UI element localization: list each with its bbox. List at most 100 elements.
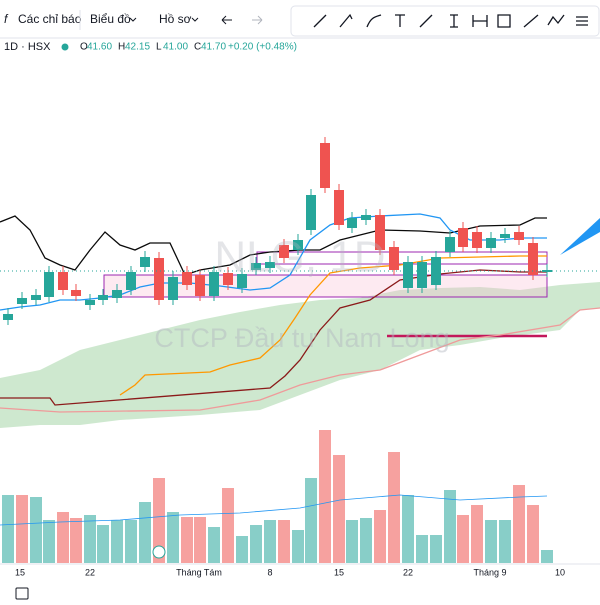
candle-body	[320, 143, 330, 188]
volume-bar	[208, 527, 220, 563]
candle-body	[44, 272, 54, 297]
candle-body	[528, 243, 538, 275]
volume-bar	[139, 502, 151, 563]
volume-bar	[527, 505, 539, 563]
candle-body	[375, 215, 385, 250]
drawing-toolbar	[290, 5, 600, 37]
ohlc-value: 42.15	[125, 42, 150, 53]
undo-button[interactable]	[221, 15, 232, 25]
tool-button[interactable]	[523, 14, 539, 28]
volume-bar	[222, 488, 234, 563]
indicator-line	[0, 269, 547, 406]
volume-bar	[153, 478, 165, 563]
volume-bar	[2, 495, 14, 563]
volume-bar	[57, 512, 69, 563]
candle-body	[486, 238, 496, 248]
tool-button[interactable]	[450, 14, 458, 28]
interval-label: 1D · HSX	[4, 41, 51, 53]
volume-bar	[374, 510, 386, 563]
chevron	[129, 17, 137, 22]
candle-body	[17, 298, 27, 304]
time-label: 10	[555, 567, 565, 577]
candle-body	[237, 274, 247, 288]
ohlc-key: H	[118, 42, 125, 53]
volume-bar	[278, 520, 290, 563]
volume-bar	[388, 452, 400, 563]
volume-bar	[181, 517, 193, 563]
candle-body	[168, 277, 178, 300]
indicator-line	[0, 307, 600, 413]
tool-button[interactable]	[339, 13, 353, 28]
volume-bar	[513, 485, 525, 563]
volume-bar	[30, 497, 42, 563]
tool-button[interactable]	[313, 14, 327, 28]
candle-body	[98, 295, 108, 300]
candle-body	[71, 290, 81, 296]
candle-body	[209, 272, 219, 296]
candle-body	[154, 258, 164, 300]
volume-bar	[305, 478, 317, 563]
chart-button[interactable]: Biểu đồ	[90, 12, 131, 26]
redo-button[interactable]	[252, 15, 263, 25]
tool-button[interactable]	[547, 14, 565, 26]
ohlc-key: C	[194, 42, 201, 53]
candle-body	[182, 272, 192, 285]
profile-button[interactable]: Hồ sơ	[159, 12, 192, 26]
tool-button[interactable]	[395, 14, 405, 27]
watermark-ticker: NLG, 1D	[214, 233, 385, 282]
volume-bar	[125, 520, 137, 563]
volume-bar	[264, 520, 276, 563]
calendar-icon[interactable]	[15, 587, 29, 600]
indicator-line	[119, 255, 547, 396]
candle-body	[361, 215, 371, 220]
candle-body	[542, 270, 552, 272]
plot-area	[0, 137, 600, 563]
candle-body	[140, 257, 150, 267]
volume-bar	[292, 530, 304, 563]
change-value: +0.20 (+0.48%)	[228, 42, 297, 53]
volume-bar	[70, 518, 82, 563]
candle-body	[389, 247, 399, 270]
volume-bar	[236, 536, 248, 563]
event-marker[interactable]	[152, 545, 166, 559]
tool-button[interactable]	[366, 14, 382, 28]
candle-body	[417, 262, 427, 288]
candle-body	[265, 262, 275, 268]
volume-bar	[346, 520, 358, 563]
indicators-button[interactable]: Các chỉ báo	[18, 12, 82, 26]
drawing-tools	[313, 13, 588, 28]
candle-body	[445, 237, 455, 252]
tool-button[interactable]	[576, 16, 588, 26]
candle-body	[293, 240, 303, 250]
volume-bar	[402, 495, 414, 563]
drawing-arrow	[560, 218, 600, 255]
candle-body	[126, 272, 136, 290]
tool-button[interactable]	[419, 14, 433, 28]
watermark-company: CTCP Đầu tư Nam Long	[154, 323, 449, 353]
volume-bar	[43, 520, 55, 563]
candle-body	[458, 228, 468, 247]
time-label: Tháng 9	[473, 567, 506, 577]
time-label: 22	[85, 567, 95, 577]
candle-body	[347, 218, 357, 228]
time-label: 22	[403, 567, 413, 577]
fx-icon[interactable]: f	[4, 12, 9, 26]
candle-body	[500, 234, 510, 238]
indicator-line	[0, 213, 547, 311]
tool-button[interactable]	[472, 15, 488, 27]
candle-body	[195, 275, 205, 296]
volume-bar	[319, 430, 331, 563]
time-label: 15	[15, 567, 25, 577]
volume-bar	[360, 518, 372, 563]
candle-body	[306, 195, 316, 230]
volume-bar	[194, 517, 206, 563]
candle-body	[514, 232, 524, 240]
ohlc-key: L	[156, 42, 162, 53]
volume-bar	[84, 515, 96, 563]
tool-button[interactable]	[497, 14, 511, 28]
volume-bar	[457, 515, 469, 563]
candle-body	[334, 190, 344, 225]
ohlc-value: 41.60	[87, 42, 112, 53]
volume-bar	[541, 550, 553, 563]
